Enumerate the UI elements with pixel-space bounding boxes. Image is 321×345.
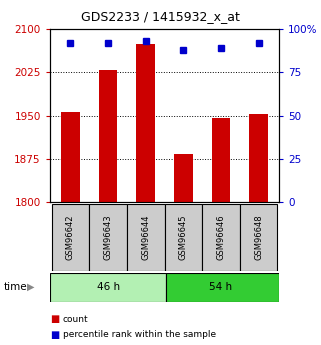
Bar bbox=[99, 70, 117, 202]
Bar bbox=[166, 273, 279, 302]
Bar bbox=[50, 273, 166, 302]
Text: GSM96646: GSM96646 bbox=[216, 214, 225, 260]
Text: GSM96642: GSM96642 bbox=[66, 215, 75, 260]
Text: GSM96648: GSM96648 bbox=[254, 214, 263, 260]
Text: percentile rank within the sample: percentile rank within the sample bbox=[63, 330, 216, 339]
Bar bbox=[136, 44, 155, 202]
Text: count: count bbox=[63, 315, 88, 324]
Text: GSM96643: GSM96643 bbox=[104, 214, 113, 260]
Text: ■: ■ bbox=[50, 314, 59, 324]
Bar bbox=[202, 204, 240, 271]
Text: ■: ■ bbox=[50, 330, 59, 339]
Bar bbox=[61, 111, 80, 202]
Bar bbox=[240, 204, 277, 271]
Bar bbox=[212, 118, 230, 202]
Text: ▶: ▶ bbox=[27, 282, 35, 292]
Bar bbox=[89, 204, 127, 271]
Bar bbox=[249, 115, 268, 202]
Text: GDS2233 / 1415932_x_at: GDS2233 / 1415932_x_at bbox=[81, 10, 240, 23]
Text: GSM96644: GSM96644 bbox=[141, 215, 150, 260]
Bar bbox=[174, 154, 193, 202]
Text: 46 h: 46 h bbox=[97, 282, 120, 292]
Bar bbox=[127, 204, 164, 271]
Bar bbox=[164, 204, 202, 271]
Text: 54 h: 54 h bbox=[209, 282, 232, 292]
Bar bbox=[52, 204, 89, 271]
Text: GSM96645: GSM96645 bbox=[179, 215, 188, 260]
Text: time: time bbox=[3, 282, 27, 292]
